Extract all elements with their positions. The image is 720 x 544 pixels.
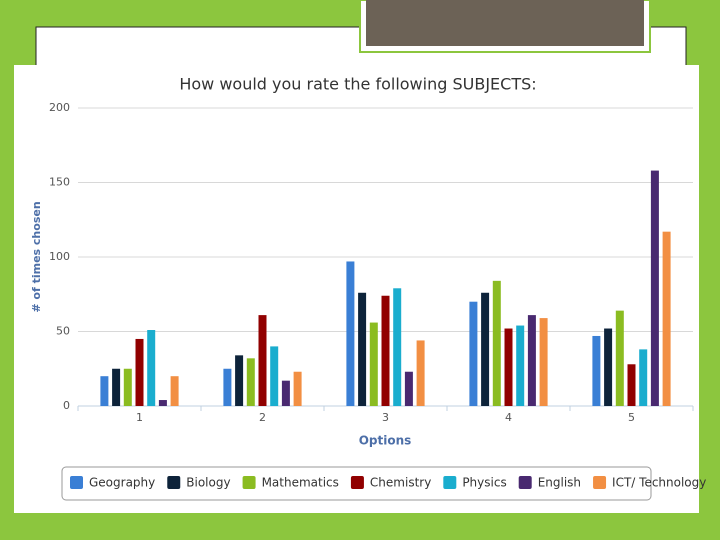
- bar: [615, 310, 624, 406]
- bar: [650, 170, 659, 406]
- bar: [158, 400, 167, 406]
- bar: [416, 340, 425, 406]
- legend-swatch[interactable]: [167, 476, 181, 489]
- x-axis-label: Options: [359, 434, 412, 448]
- bar: [404, 371, 413, 406]
- bar: [504, 328, 513, 406]
- bar: [135, 338, 144, 406]
- x-tick-label: 1: [136, 411, 143, 424]
- bar: [112, 368, 121, 406]
- bar: [293, 371, 302, 406]
- bar: [516, 325, 525, 406]
- y-tick-label: 100: [49, 250, 70, 263]
- bar: [381, 295, 390, 406]
- legend-label[interactable]: Geography: [89, 476, 155, 490]
- bar: [258, 315, 267, 406]
- chart-title: How would you rate the following SUBJECT…: [179, 75, 536, 94]
- legend-swatch[interactable]: [350, 476, 364, 489]
- bar: [639, 349, 648, 406]
- y-tick-label: 150: [49, 176, 70, 189]
- legend-swatch[interactable]: [518, 476, 532, 489]
- bar: [369, 322, 378, 406]
- bar: [223, 368, 232, 406]
- bar: [662, 231, 671, 406]
- bar: [604, 328, 613, 406]
- legend-swatch[interactable]: [593, 476, 607, 489]
- bar: [539, 318, 548, 406]
- bar: [123, 368, 132, 406]
- legend-label[interactable]: Physics: [462, 476, 506, 490]
- x-tick-label: 4: [505, 411, 512, 424]
- legend-label[interactable]: ICT/ Technology: [612, 476, 706, 490]
- bar: [527, 315, 536, 406]
- legend-label[interactable]: English: [538, 476, 581, 490]
- legend-swatch[interactable]: [70, 476, 83, 489]
- bar: [281, 380, 290, 406]
- bar: [469, 301, 478, 406]
- bar: [358, 292, 367, 406]
- bar: [246, 358, 255, 406]
- legend-label[interactable]: Biology: [186, 476, 230, 490]
- x-tick-label: 2: [259, 411, 266, 424]
- legend-label[interactable]: Mathematics: [262, 476, 339, 490]
- bar: [346, 261, 355, 406]
- legend-swatch[interactable]: [443, 476, 457, 489]
- bar: [492, 280, 501, 406]
- y-tick-label: 200: [49, 101, 70, 114]
- y-axis-label: # of times chosen: [30, 201, 43, 312]
- bar: [627, 364, 636, 406]
- bar: [393, 288, 402, 406]
- legend-swatch[interactable]: [242, 476, 256, 489]
- x-tick-label: 3: [382, 411, 389, 424]
- bar: [481, 292, 490, 406]
- y-tick-label: 50: [56, 325, 70, 338]
- bar: [100, 376, 109, 406]
- title-box-fill: [366, 0, 644, 46]
- legend-label[interactable]: Chemistry: [370, 476, 431, 490]
- bar: [170, 376, 179, 406]
- bar: [235, 355, 244, 406]
- x-tick-label: 5: [628, 411, 635, 424]
- bar: [270, 346, 279, 406]
- y-tick-label: 0: [63, 399, 70, 412]
- bar: [592, 335, 601, 406]
- chart-panel: [14, 65, 699, 513]
- bar: [147, 330, 156, 406]
